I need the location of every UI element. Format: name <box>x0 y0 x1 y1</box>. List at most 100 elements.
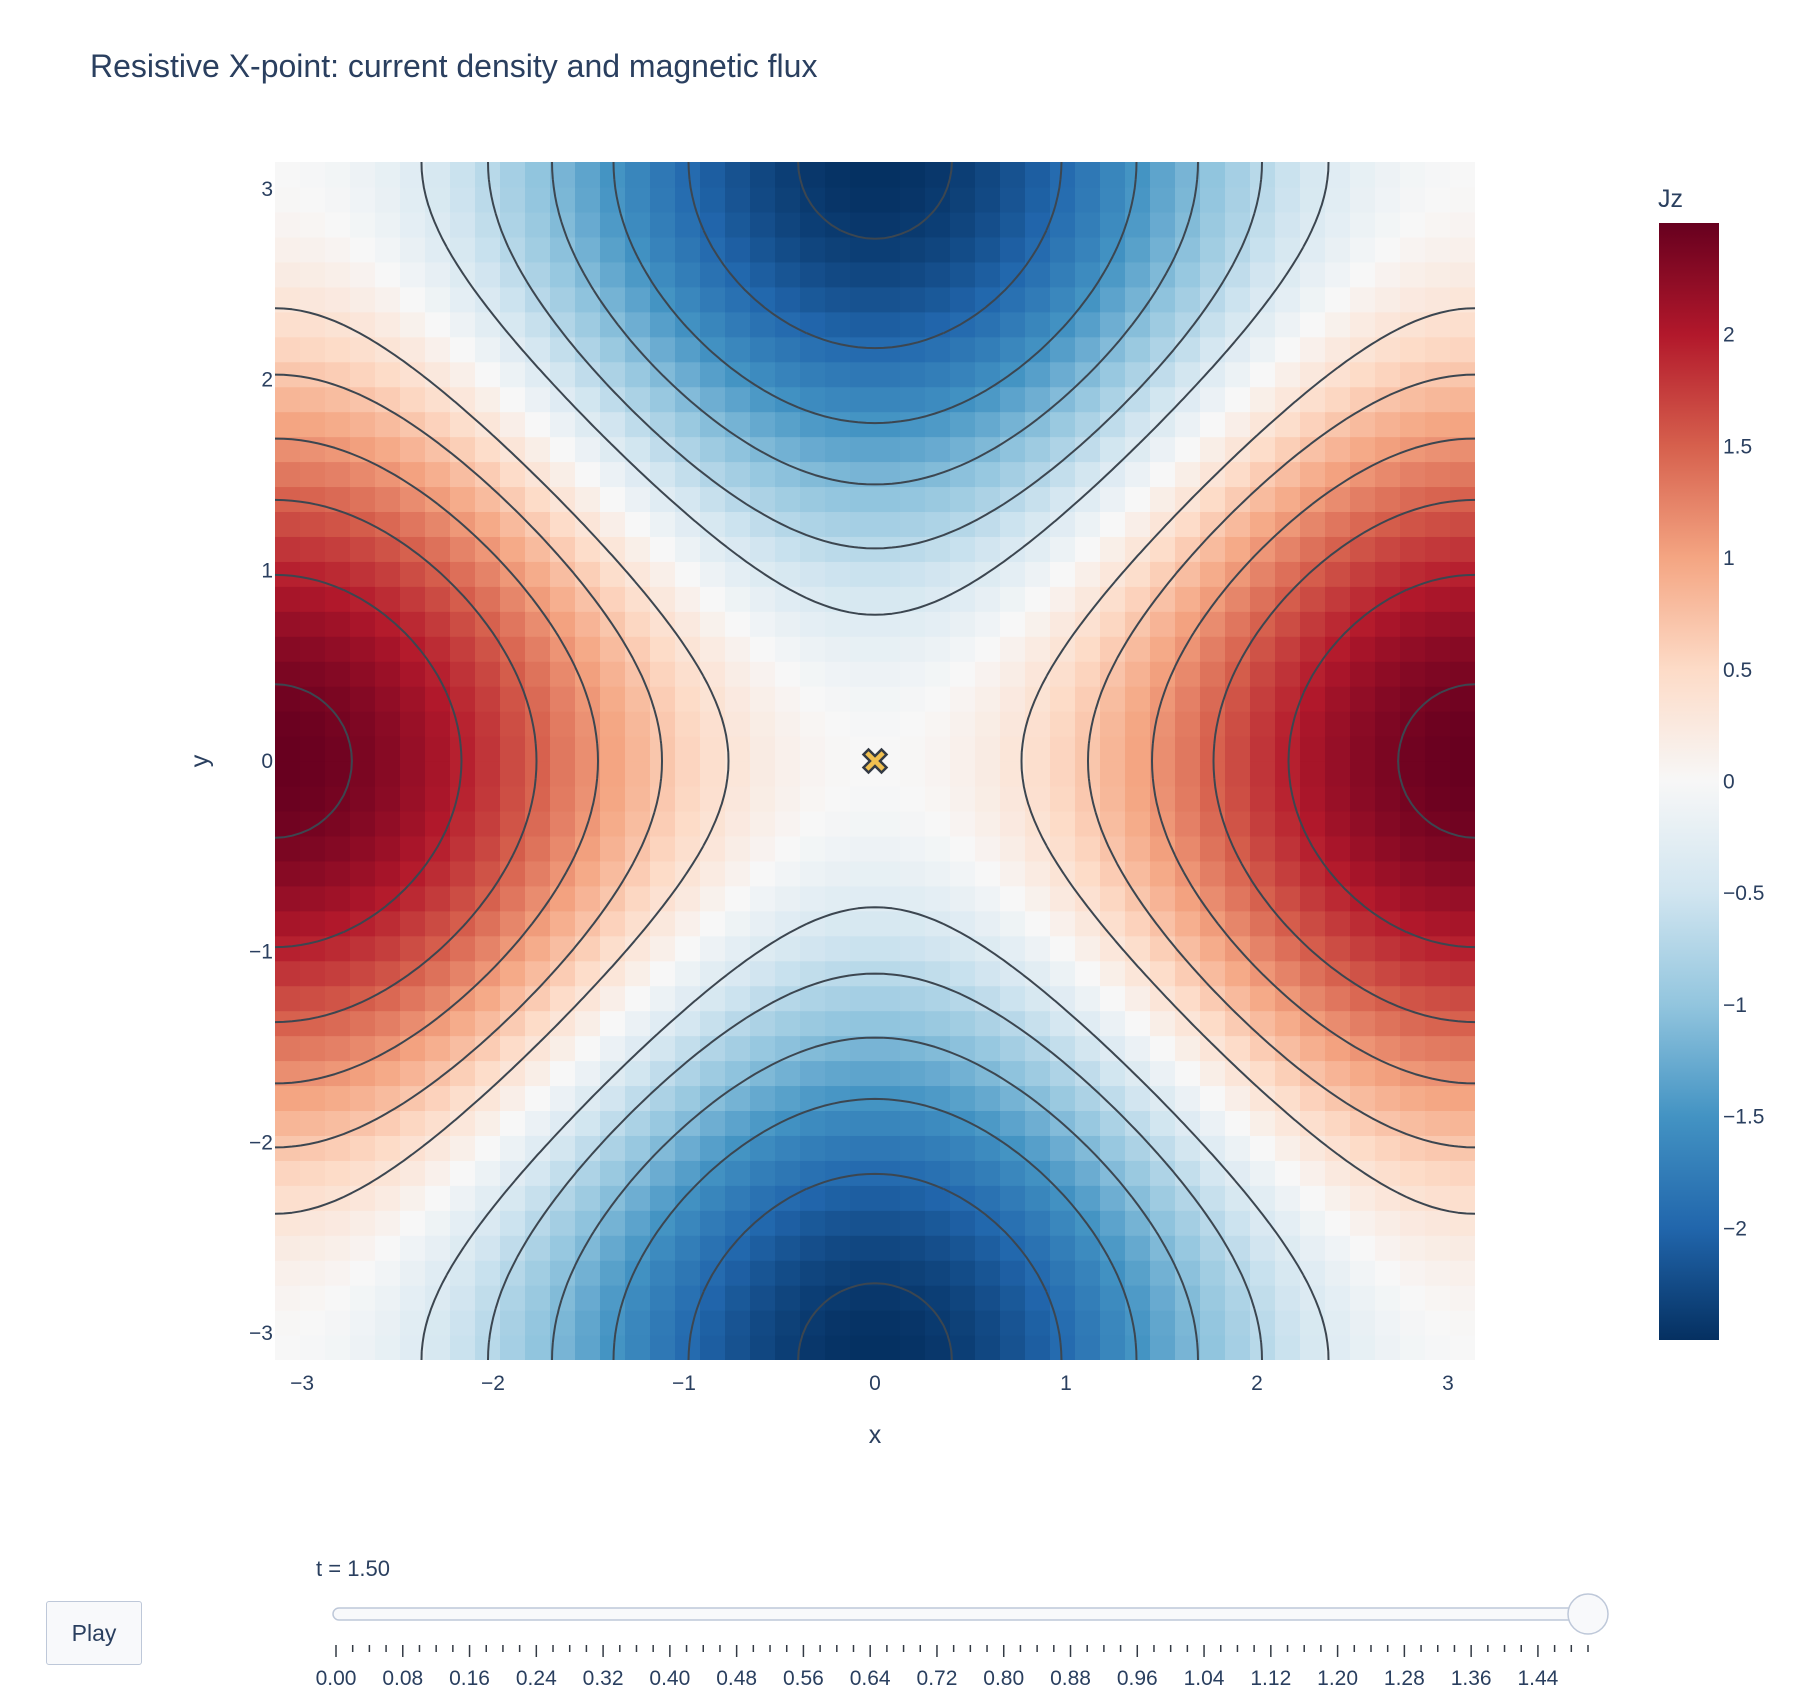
heatmap-cell <box>1300 236 1326 263</box>
slider-ticks: 0.00 0.08 0.16 0.24 0.32 0.40 0.48 0.56 0.64 0.72… <box>316 1645 1589 1690</box>
heatmap-cell <box>1225 1285 1251 1311</box>
heatmap-cell <box>825 860 851 887</box>
heatmap-cell <box>375 186 401 213</box>
heatmap-cell <box>475 636 501 662</box>
heatmap-cell <box>400 261 426 288</box>
heatmap-cell <box>350 536 376 562</box>
heatmap-cell <box>1375 1235 1401 1261</box>
x-tick-label: 2 <box>1251 1372 1263 1395</box>
heatmap-cell <box>775 436 801 463</box>
heatmap-cell <box>550 386 576 413</box>
heatmap-cell <box>850 1135 876 1161</box>
heatmap-cell <box>700 286 726 313</box>
heatmap-cell <box>825 885 851 912</box>
heatmap-cell <box>675 885 701 912</box>
heatmap-cell <box>1025 860 1051 887</box>
heatmap-layer <box>275 162 1475 1360</box>
slider-handle[interactable] <box>1567 1593 1609 1635</box>
heatmap-cell <box>1375 311 1401 338</box>
heatmap-cell <box>1275 1185 1301 1211</box>
heatmap-cell <box>1150 411 1176 438</box>
heatmap-cell <box>925 985 951 1012</box>
heatmap-cell <box>325 1335 351 1360</box>
heatmap-cell <box>325 561 351 587</box>
heatmap-cell <box>525 1235 551 1261</box>
heatmap-cell <box>525 736 551 762</box>
heatmap-cell <box>350 411 376 438</box>
heatmap-cell <box>1100 686 1126 712</box>
heatmap-cell <box>625 1185 651 1211</box>
heatmap-cell <box>600 910 626 937</box>
heatmap-cell <box>1100 1235 1126 1261</box>
heatmap-cell <box>1350 586 1376 612</box>
heatmap-cell <box>1050 686 1076 712</box>
heatmap-cell <box>600 261 626 288</box>
heatmap-cell <box>650 461 676 488</box>
heatmap-cell <box>1450 985 1475 1012</box>
heatmap-cell <box>925 361 951 388</box>
heatmap-cell <box>1275 810 1301 837</box>
slider-rail[interactable] <box>332 1607 1589 1621</box>
heatmap-cell <box>1300 511 1326 537</box>
heatmap-cell <box>1350 261 1376 288</box>
heatmap-cell <box>1100 1310 1126 1336</box>
heatmap-cell <box>325 1260 351 1286</box>
heatmap-cell <box>925 1060 951 1087</box>
heatmap-cell <box>1400 386 1426 413</box>
heatmap-cell <box>925 1335 951 1360</box>
heatmap-cell <box>1300 186 1326 213</box>
heatmap-cell <box>1200 186 1226 213</box>
heatmap-cell <box>550 860 576 887</box>
heatmap-cell <box>575 1185 601 1211</box>
heatmap-cell <box>725 1110 751 1136</box>
heatmap-cell <box>775 1085 801 1112</box>
flux-contour-line <box>551 162 1199 1360</box>
heatmap-cell <box>1175 1160 1201 1186</box>
play-button[interactable]: Play <box>46 1601 142 1665</box>
heatmap-cell <box>1050 810 1076 837</box>
heatmap-cell <box>1075 236 1101 263</box>
heatmap-cell <box>1450 261 1475 288</box>
heatmap-cell <box>575 511 601 537</box>
heatmap-cell <box>675 711 701 737</box>
heatmap-cell <box>500 411 526 438</box>
heatmap-cell <box>1000 910 1026 937</box>
heatmap-cell <box>300 985 326 1012</box>
heatmap-cell <box>275 1160 301 1186</box>
heatmap-cell <box>575 486 601 513</box>
heatmap-cell <box>1400 162 1426 188</box>
heatmap-cell <box>600 935 626 962</box>
heatmap-cell <box>1325 461 1351 488</box>
heatmap-cell <box>750 711 776 737</box>
heatmap-cell <box>1250 1185 1276 1211</box>
heatmap-cell <box>1150 960 1176 987</box>
heatmap-cell <box>700 561 726 587</box>
heatmap-cell <box>1025 1310 1051 1336</box>
heatmap-cell <box>1050 1285 1076 1311</box>
heatmap-cell <box>375 1035 401 1062</box>
slider-tick-label: 1.04 <box>1184 1667 1225 1690</box>
heatmap-cell <box>400 286 426 313</box>
heatmap-cell <box>450 636 476 662</box>
heatmap-cell <box>800 711 826 737</box>
heatmap-cell <box>1250 1010 1276 1037</box>
heatmap-cell <box>1425 985 1451 1012</box>
heatmap-cell <box>1300 1260 1326 1286</box>
heatmap-cell <box>525 935 551 962</box>
x-axis-ticks: −3 −2 −1 0 1 2 3 <box>290 1372 1454 1395</box>
heatmap-cell <box>775 960 801 987</box>
heatmap-cell <box>1000 1060 1026 1087</box>
heatmap-cell <box>875 1010 901 1037</box>
flux-contour-line <box>687 162 1063 1360</box>
heatmap-cell <box>1225 1060 1251 1087</box>
heatmap-cell <box>1200 586 1226 612</box>
heatmap-cell <box>825 1135 851 1161</box>
heatmap-cell <box>875 1235 901 1261</box>
heatmap-cell <box>1175 1110 1201 1136</box>
heatmap-cell <box>900 1185 926 1211</box>
heatmap-cell <box>425 1335 451 1360</box>
heatmap-cell <box>350 311 376 338</box>
heatmap-cell <box>675 1210 701 1236</box>
heatmap-cell <box>675 1285 701 1311</box>
heatmap-cell <box>375 860 401 887</box>
